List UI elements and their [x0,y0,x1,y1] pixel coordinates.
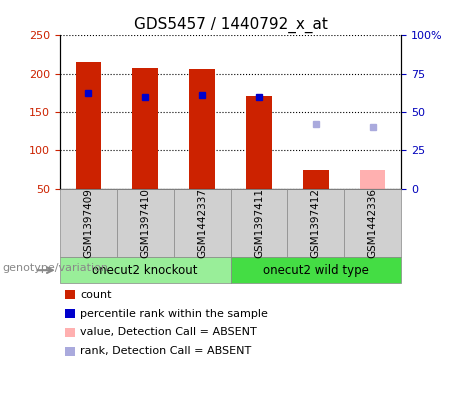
Text: percentile rank within the sample: percentile rank within the sample [80,309,268,319]
Text: GSM1397409: GSM1397409 [83,188,94,258]
Text: GSM1397412: GSM1397412 [311,188,321,258]
Text: onecut2 knockout: onecut2 knockout [93,264,198,277]
Text: onecut2 wild type: onecut2 wild type [263,264,369,277]
Bar [303,170,329,189]
Text: value, Detection Call = ABSENT: value, Detection Call = ABSENT [80,327,257,338]
Text: GSM1397410: GSM1397410 [140,188,150,258]
Bar [76,62,101,189]
Title: GDS5457 / 1440792_x_at: GDS5457 / 1440792_x_at [134,17,327,33]
Bar [360,170,385,189]
Bar [132,68,158,189]
Text: GSM1397411: GSM1397411 [254,188,264,258]
Text: GSM1442337: GSM1442337 [197,188,207,258]
Text: genotype/variation: genotype/variation [2,263,108,273]
Bar [189,69,215,189]
Text: count: count [80,290,112,300]
Bar [246,96,272,189]
Text: GSM1442336: GSM1442336 [367,188,378,258]
Text: rank, Detection Call = ABSENT: rank, Detection Call = ABSENT [80,346,251,356]
